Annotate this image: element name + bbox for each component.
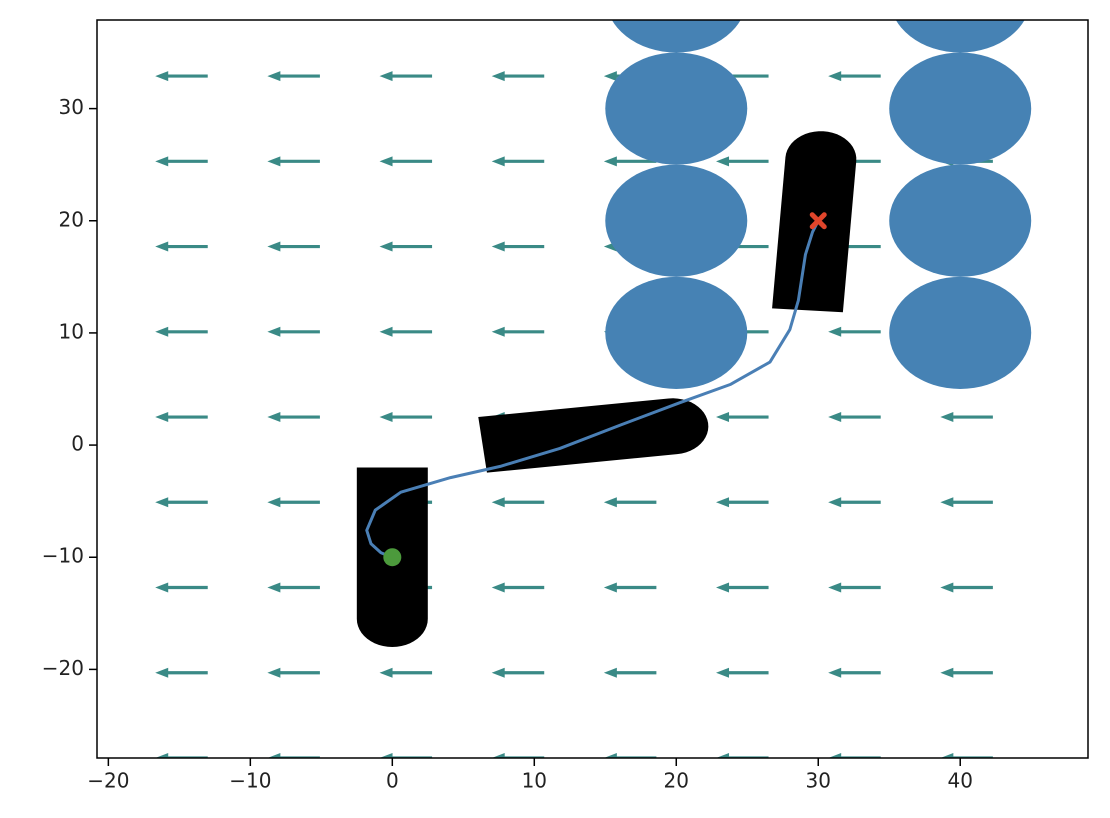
obstacle bbox=[889, 52, 1032, 165]
flow-arrow bbox=[603, 497, 657, 508]
flow-arrow bbox=[379, 753, 433, 758]
flow-arrow bbox=[267, 582, 320, 593]
obstacle bbox=[895, 20, 1025, 53]
flow-arrow bbox=[716, 497, 769, 508]
flow-arrow bbox=[491, 326, 545, 337]
flow-arrow bbox=[155, 241, 208, 252]
flow-arrow bbox=[716, 241, 769, 252]
obstacle bbox=[605, 164, 748, 277]
x-tick-label: 30 bbox=[806, 769, 831, 793]
flow-arrow bbox=[491, 156, 545, 167]
flow-arrow bbox=[716, 667, 769, 678]
flow-arrow bbox=[716, 412, 769, 423]
flow-arrow bbox=[379, 412, 433, 423]
y-tick-label: −10 bbox=[42, 544, 84, 568]
flow-arrow bbox=[603, 582, 657, 593]
obstacle bbox=[605, 276, 748, 389]
x-tick-label: −20 bbox=[87, 769, 129, 793]
flow-arrow bbox=[716, 156, 769, 167]
flow-arrow bbox=[940, 667, 993, 678]
flow-arrow bbox=[828, 753, 881, 758]
flow-arrow bbox=[603, 156, 657, 167]
flow-arrow bbox=[379, 156, 433, 167]
flow-arrow bbox=[828, 326, 881, 337]
flow-arrow bbox=[828, 71, 881, 82]
flow-arrow bbox=[940, 497, 993, 508]
flow-arrow bbox=[716, 582, 769, 593]
flow-arrow bbox=[267, 156, 320, 167]
obstacle bbox=[611, 20, 741, 53]
flow-arrow bbox=[267, 241, 320, 252]
x-tick-label: 40 bbox=[947, 769, 972, 793]
flow-arrow bbox=[267, 71, 320, 82]
flow-arrow bbox=[716, 71, 769, 82]
flow-arrow bbox=[267, 667, 320, 678]
flow-arrow bbox=[379, 71, 433, 82]
flow-arrow bbox=[828, 582, 881, 593]
flow-arrow bbox=[379, 667, 433, 678]
y-tick-label: 30 bbox=[59, 95, 84, 119]
x-tick-label: −10 bbox=[229, 769, 271, 793]
flow-arrow bbox=[379, 241, 433, 252]
flow-arrow bbox=[491, 241, 545, 252]
flow-arrow bbox=[828, 241, 881, 252]
start-marker bbox=[383, 548, 402, 567]
flow-arrow bbox=[267, 326, 320, 337]
x-tick-label: 20 bbox=[664, 769, 689, 793]
flow-arrow bbox=[828, 412, 881, 423]
flow-arrow bbox=[155, 412, 208, 423]
flow-arrow bbox=[379, 326, 433, 337]
flow-arrow bbox=[267, 412, 320, 423]
goal-marker bbox=[809, 212, 827, 230]
flow-arrow bbox=[267, 497, 320, 508]
flow-arrow bbox=[155, 582, 208, 593]
y-tick-label: −20 bbox=[42, 656, 84, 680]
flow-arrow bbox=[716, 753, 769, 758]
flow-arrow bbox=[155, 667, 208, 678]
x-tick-label: 0 bbox=[386, 769, 399, 793]
y-tick-label: 0 bbox=[71, 432, 84, 456]
obstacle bbox=[605, 52, 748, 165]
flow-arrow bbox=[940, 753, 993, 758]
flow-arrow bbox=[491, 582, 545, 593]
axes-frame bbox=[96, 19, 1089, 759]
flow-arrow bbox=[603, 667, 657, 678]
flow-arrow bbox=[603, 753, 657, 758]
flow-arrow bbox=[828, 497, 881, 508]
flow-arrow bbox=[155, 497, 208, 508]
flow-arrow bbox=[155, 326, 208, 337]
flow-arrow bbox=[155, 156, 208, 167]
y-tick-label: 10 bbox=[59, 319, 84, 343]
flow-arrow bbox=[155, 71, 208, 82]
flow-arrow bbox=[491, 667, 545, 678]
y-tick-label: 20 bbox=[59, 207, 84, 231]
flow-arrow bbox=[940, 412, 993, 423]
flow-arrow bbox=[491, 753, 545, 758]
flow-arrow bbox=[267, 753, 320, 758]
flow-arrow bbox=[491, 497, 545, 508]
trajectory bbox=[365, 220, 820, 559]
flow-arrow bbox=[155, 753, 208, 758]
x-tick-label: 10 bbox=[522, 769, 547, 793]
plot-area bbox=[155, 20, 1032, 758]
obstacle bbox=[889, 164, 1032, 277]
flow-arrow bbox=[828, 667, 881, 678]
flow-arrow bbox=[940, 582, 993, 593]
obstacle bbox=[889, 276, 1032, 389]
flow-arrow bbox=[491, 71, 545, 82]
